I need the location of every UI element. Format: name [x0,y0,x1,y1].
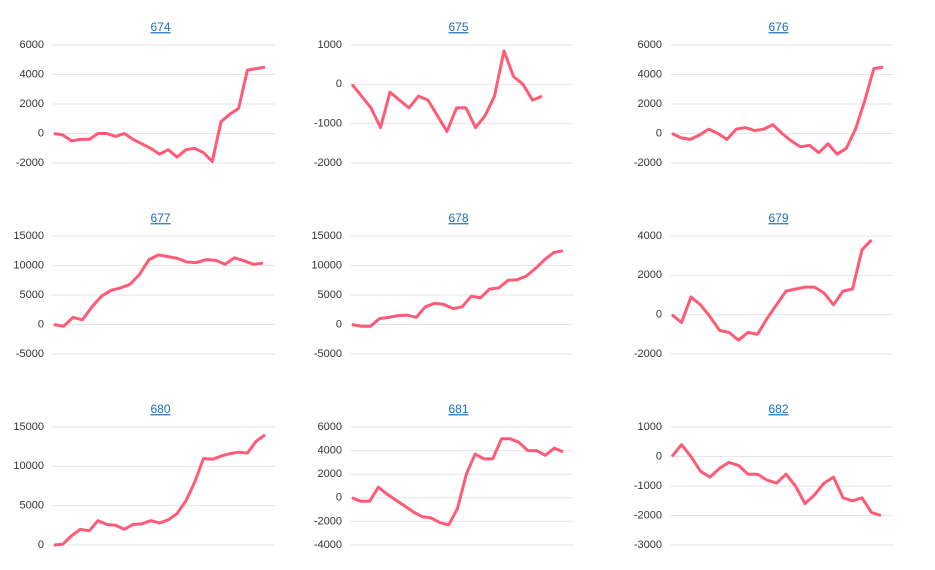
chart-title[interactable]: 682 [768,402,788,416]
data-line [671,65,884,156]
y-tick-label: 0 [336,78,342,90]
y-tick-label: 0 [38,127,44,139]
data-line [53,65,266,163]
y-tick-label: -5000 [314,348,342,360]
chart-title[interactable]: 678 [448,211,468,225]
y-tick-label: 0 [38,539,44,551]
y-tick-label: 1000 [638,421,662,433]
chart-title[interactable]: 680 [150,402,170,416]
chart-title[interactable]: 677 [150,211,170,225]
y-tick-label: 10000 [311,259,342,271]
chart-title[interactable]: 679 [768,211,788,225]
y-tick-label: 15000 [13,421,44,433]
y-tick-label: 0 [656,127,662,139]
y-tick-label: 4000 [20,68,44,80]
y-tick-label: 10000 [13,460,44,472]
y-tick-label: -2000 [314,157,342,169]
data-line [671,238,873,342]
y-tick-label: 4000 [318,445,342,457]
y-tick-label: 10000 [13,259,44,271]
y-tick-label: 5000 [20,289,44,301]
y-tick-label: 4000 [638,230,662,242]
data-line [53,253,264,328]
y-tick-label: 1000 [318,39,342,51]
y-tick-label: 6000 [20,39,44,51]
y-tick-label: 5000 [20,500,44,512]
y-tick-label: -4000 [314,539,342,551]
y-tick-label: -2000 [634,157,662,169]
y-tick-label: 0 [656,450,662,462]
y-tick-label: -2000 [634,509,662,521]
y-tick-label: 6000 [318,421,342,433]
y-tick-label: 2000 [638,269,662,281]
y-tick-label: 0 [336,318,342,330]
y-tick-label: 0 [336,492,342,504]
data-line [351,249,564,328]
chart-title[interactable]: 674 [150,20,170,34]
chart-title[interactable]: 681 [448,402,468,416]
y-tick-label: 0 [38,318,44,330]
y-tick-label: -2000 [16,157,44,169]
y-tick-label: -2000 [314,515,342,527]
data-line [350,49,543,133]
y-tick-label: -1000 [634,480,662,492]
y-tick-label: 2000 [20,98,44,110]
y-tick-label: -1000 [314,118,342,130]
y-tick-label: 5000 [318,289,342,301]
y-tick-label: -3000 [634,539,662,551]
data-line [670,443,882,517]
data-line [53,433,266,547]
y-tick-label: 15000 [13,230,44,242]
data-line [351,437,564,527]
y-tick-label: 2000 [318,468,342,480]
y-tick-label: 15000 [311,230,342,242]
y-tick-label: -2000 [634,348,662,360]
y-tick-label: 0 [656,309,662,321]
y-tick-label: 4000 [638,68,662,80]
chart-title[interactable]: 675 [448,20,468,34]
y-tick-label: 2000 [638,98,662,110]
y-tick-label: -5000 [16,348,44,360]
chart-title[interactable]: 676 [768,20,788,34]
y-tick-label: 6000 [638,39,662,51]
